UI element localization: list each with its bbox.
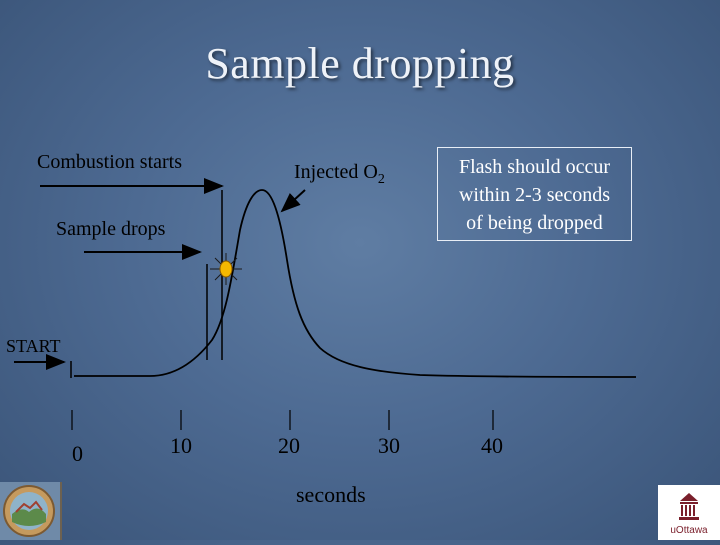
tick-label-30: 30 — [378, 433, 400, 458]
tick-label-40: 40 — [481, 433, 503, 458]
uottawa-logo-text: uOttawa — [670, 525, 708, 536]
flash-icon — [210, 253, 242, 285]
flash-note-box: Flash should occur within 2-3 seconds of… — [437, 147, 632, 241]
seal-logo — [0, 482, 62, 540]
x-axis — [71, 410, 494, 430]
sample-drops-label: Sample drops — [56, 218, 166, 240]
injected-arrow — [280, 189, 306, 213]
signal-curve — [74, 189, 637, 378]
tick-label-20: 20 — [278, 433, 300, 458]
injected-o2-subscript: 2 — [377, 172, 385, 187]
injected-o2-text: Injected O — [294, 161, 378, 183]
combustion-starts-label: Combustion starts — [37, 151, 183, 173]
note-line-2: within 2-3 seconds — [458, 184, 611, 206]
injected-o2-label: Injected O2 — [294, 161, 385, 188]
tick-label-0: 0 — [72, 441, 83, 466]
start-label: START — [6, 336, 61, 356]
uottawa-logo: uOttawa — [658, 485, 720, 540]
tick-label-10: 10 — [170, 433, 192, 458]
university-building-icon — [679, 493, 699, 520]
slide-title: Sample dropping — [205, 39, 515, 88]
x-axis-label: seconds — [296, 482, 366, 507]
note-line-3: of being dropped — [466, 212, 603, 234]
note-line-1: Flash should occur — [458, 156, 611, 178]
seal-logo-icon — [3, 485, 55, 537]
